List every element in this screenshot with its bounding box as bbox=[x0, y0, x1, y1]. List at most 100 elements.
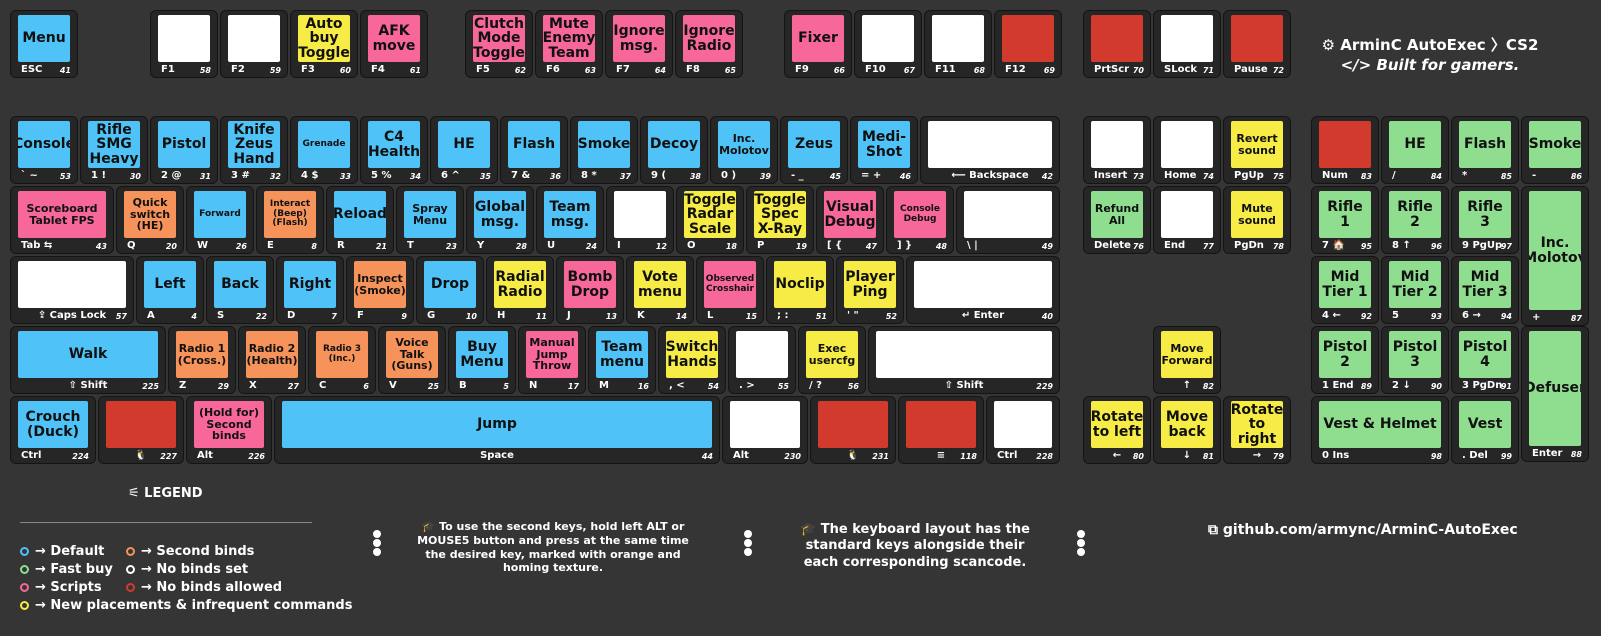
key-t[interactable]: Spray Menu T 23 bbox=[396, 186, 464, 254]
key-f11[interactable]: F11 68 bbox=[924, 10, 992, 78]
key-prtscr[interactable]: PrtScr 70 bbox=[1083, 10, 1151, 78]
key-f2[interactable]: F2 59 bbox=[220, 10, 288, 78]
key-npenter[interactable]: Defuser Enter 88 bbox=[1521, 326, 1589, 462]
key-right[interactable]: Rotate to right → 79 bbox=[1223, 396, 1291, 464]
key-np8[interactable]: Rifle 2 8 ↑ 96 bbox=[1381, 186, 1449, 254]
key-w[interactable]: Forward W 26 bbox=[186, 186, 254, 254]
key-z[interactable]: Radio 1 (Cross.) Z 29 bbox=[168, 326, 236, 394]
key-delete[interactable]: Refund All Delete 76 bbox=[1083, 186, 1151, 254]
key-minus[interactable]: Zeus - _ 45 bbox=[780, 116, 848, 184]
key-k6[interactable]: HE 6 ^ 35 bbox=[430, 116, 498, 184]
key-rctrl[interactable]: Ctrl 228 bbox=[986, 396, 1060, 464]
key-npstar[interactable]: Flash * 85 bbox=[1451, 116, 1519, 184]
key-rbracket[interactable]: Console Debug] } 48 bbox=[886, 186, 954, 254]
key-o[interactable]: Toggle Radar Scale O 18 bbox=[676, 186, 744, 254]
key-f1[interactable]: F1 58 bbox=[150, 10, 218, 78]
key-i[interactable]: I 12 bbox=[606, 186, 674, 254]
key-np3[interactable]: Pistol 4 3 PgDn 91 bbox=[1451, 326, 1519, 394]
key-semicolon[interactable]: Noclip ; : 51 bbox=[766, 256, 834, 324]
key-pgup[interactable]: Revert sound PgUp 75 bbox=[1223, 116, 1291, 184]
key-np1[interactable]: Pistol 2 1 End 89 bbox=[1311, 326, 1379, 394]
key-space[interactable]: Jump Space 44 bbox=[274, 396, 720, 464]
key-num[interactable]: Num 83 bbox=[1311, 116, 1379, 184]
key-k1[interactable]: Rifle SMG Heavy 1 ! 30 bbox=[80, 116, 148, 184]
key-c[interactable]: Radio 3 (Inc.) C 6 bbox=[308, 326, 376, 394]
key-k[interactable]: Vote menu K 14 bbox=[626, 256, 694, 324]
key-h[interactable]: Radial Radio H 11 bbox=[486, 256, 554, 324]
key-k7[interactable]: Flash 7 & 36 bbox=[500, 116, 568, 184]
key-lwin[interactable]: 🐧 227 bbox=[98, 396, 184, 464]
key-f8[interactable]: Ignore Radio F8 65 bbox=[675, 10, 743, 78]
key-f7[interactable]: Ignore msg. F7 64 bbox=[605, 10, 673, 78]
key-np7[interactable]: Rifle 1 7 🏠 95 bbox=[1311, 186, 1379, 254]
key-l[interactable]: Observed Crosshair L 15 bbox=[696, 256, 764, 324]
key-np6[interactable]: Mid Tier 3 6 → 94 bbox=[1451, 256, 1519, 324]
key-npslash[interactable]: HE / 84 bbox=[1381, 116, 1449, 184]
key-enter[interactable]: ↵ Enter 40 bbox=[906, 256, 1060, 324]
key-quote[interactable]: Player Ping ' " 52 bbox=[836, 256, 904, 324]
key-left[interactable]: Rotate to left ← 80 bbox=[1083, 396, 1151, 464]
key-m[interactable]: Team menu M 16 bbox=[588, 326, 656, 394]
key-tab[interactable]: Scoreboard Tablet FPS Tab ⇆ 43 bbox=[10, 186, 114, 254]
key-rshift[interactable]: ⇧ Shift 229 bbox=[868, 326, 1060, 394]
key-up[interactable]: Move Forward ↑ 82 bbox=[1153, 326, 1221, 394]
key-s[interactable]: Back S 22 bbox=[206, 256, 274, 324]
key-u[interactable]: Team msg. U 24 bbox=[536, 186, 604, 254]
key-d[interactable]: Right D 7 bbox=[276, 256, 344, 324]
key-k9[interactable]: Decoy 9 (38 bbox=[640, 116, 708, 184]
key-j[interactable]: Bomb Drop J 13 bbox=[556, 256, 624, 324]
key-pgdn[interactable]: Mute sound PgDn 78 bbox=[1223, 186, 1291, 254]
key-down[interactable]: Move back ↓ 81 bbox=[1153, 396, 1221, 464]
key-menu[interactable]: ≡ 118 bbox=[898, 396, 984, 464]
key-k3[interactable]: Knife Zeus Hand 3 # 32 bbox=[220, 116, 288, 184]
key-backspace[interactable]: ⟵ Backspace 42 bbox=[920, 116, 1060, 184]
key-comma[interactable]: Switch Hands , < 54 bbox=[658, 326, 726, 394]
key-ralt[interactable]: Alt 230 bbox=[722, 396, 808, 464]
key-a[interactable]: Left A 4 bbox=[136, 256, 204, 324]
github-link[interactable]: ⧉ github.com/armync/ArminC-AutoExec bbox=[1208, 522, 1518, 538]
key-equal[interactable]: Medi-Shot = + 46 bbox=[850, 116, 918, 184]
key-insert[interactable]: Insert 73 bbox=[1083, 116, 1151, 184]
key-caps[interactable]: ⇪ Caps Lock 57 bbox=[10, 256, 134, 324]
key-slash[interactable]: Exec usercfg / ? 56 bbox=[798, 326, 866, 394]
key-k5[interactable]: C4 Health 5 % 34 bbox=[360, 116, 428, 184]
key-lbracket[interactable]: Visual Debug [ {47 bbox=[816, 186, 884, 254]
key-rwin[interactable]: 🐧 231 bbox=[810, 396, 896, 464]
key-q[interactable]: Quick switch (HE) Q 20 bbox=[116, 186, 184, 254]
key-np9[interactable]: Rifle 3 9 PgUp 97 bbox=[1451, 186, 1519, 254]
key-y[interactable]: Global msg. Y 28 bbox=[466, 186, 534, 254]
key-f4[interactable]: AFK move F4 61 bbox=[360, 10, 428, 78]
key-f5[interactable]: Clutch Mode Toggle F5 62 bbox=[465, 10, 533, 78]
key-np0[interactable]: Vest & Helmet 0 Ins 98 bbox=[1311, 396, 1449, 464]
key-k8[interactable]: Smoke 8 * 37 bbox=[570, 116, 638, 184]
key-p[interactable]: Toggle Spec X-Ray P 19 bbox=[746, 186, 814, 254]
key-k2[interactable]: Pistol 2 @ 31 bbox=[150, 116, 218, 184]
key-npplus[interactable]: Inc. Molotov +87 bbox=[1521, 186, 1589, 326]
key-np2[interactable]: Pistol 3 2 ↓ 90 bbox=[1381, 326, 1449, 394]
key-f10[interactable]: F10 67 bbox=[854, 10, 922, 78]
key-np5[interactable]: Mid Tier 2 5 93 bbox=[1381, 256, 1449, 324]
key-pause[interactable]: Pause 72 bbox=[1223, 10, 1291, 78]
key-f[interactable]: Inspect (Smoke) F 9 bbox=[346, 256, 414, 324]
key-f12[interactable]: F12 69 bbox=[994, 10, 1062, 78]
key-r[interactable]: Reload R 21 bbox=[326, 186, 394, 254]
key-f9[interactable]: Fixer F9 66 bbox=[784, 10, 852, 78]
key-k0[interactable]: Inc. Molotov 0 ) 39 bbox=[710, 116, 778, 184]
key-v[interactable]: Voice Talk (Guns) V 25 bbox=[378, 326, 446, 394]
key-npminus[interactable]: Smoke - 86 bbox=[1521, 116, 1589, 184]
key-end[interactable]: End 77 bbox=[1153, 186, 1221, 254]
key-b[interactable]: Buy Menu B 5 bbox=[448, 326, 516, 394]
key-np4[interactable]: Mid Tier 1 4 ← 92 bbox=[1311, 256, 1379, 324]
key-k4[interactable]: Grenade 4 $ 33 bbox=[290, 116, 358, 184]
key-lshift[interactable]: Walk ⇧ Shift 225 bbox=[10, 326, 166, 394]
key-f3[interactable]: Auto buy Toggle F3 60 bbox=[290, 10, 358, 78]
key-f6[interactable]: Mute Enemy Team F6 63 bbox=[535, 10, 603, 78]
key-lctrl[interactable]: Crouch (Duck) Ctrl 224 bbox=[10, 396, 96, 464]
key-x[interactable]: Radio 2 (Health) X 27 bbox=[238, 326, 306, 394]
key-tilde[interactable]: Console ` ~ 53 bbox=[10, 116, 78, 184]
key-period[interactable]: . > 55 bbox=[728, 326, 796, 394]
key-g[interactable]: Drop G 10 bbox=[416, 256, 484, 324]
key-esc[interactable]: Menu ESC 41 bbox=[10, 10, 78, 78]
key-n[interactable]: Manual Jump Throw N 17 bbox=[518, 326, 586, 394]
key-slock[interactable]: SLock 71 bbox=[1153, 10, 1221, 78]
